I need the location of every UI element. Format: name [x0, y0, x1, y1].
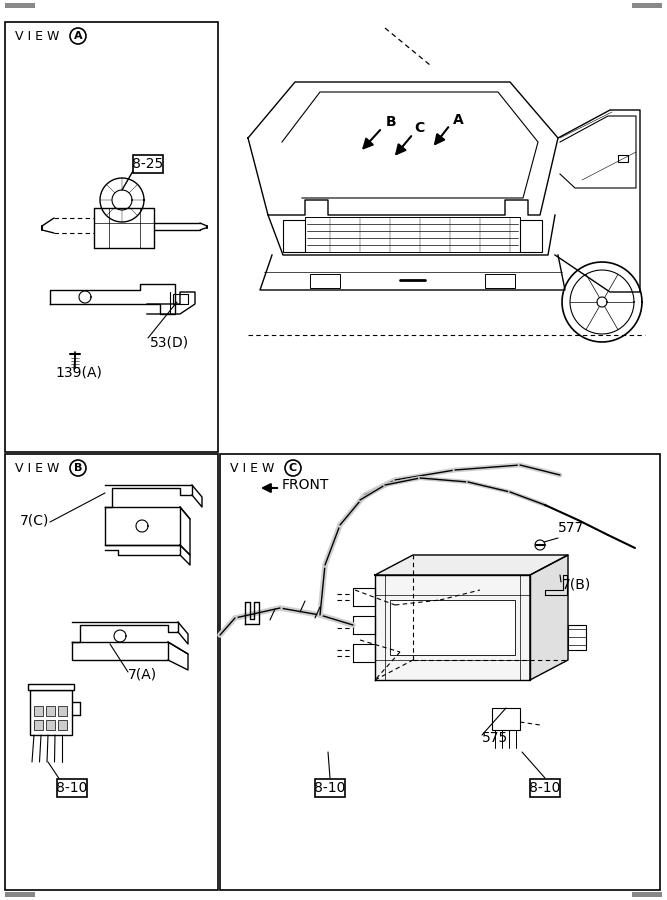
Text: B: B — [74, 463, 82, 473]
Bar — [5, 892, 35, 897]
Text: 8-25: 8-25 — [132, 157, 163, 171]
Text: B: B — [386, 115, 397, 129]
Bar — [5, 3, 35, 8]
Text: V I E W: V I E W — [15, 30, 59, 42]
Bar — [315, 779, 346, 797]
Bar — [283, 220, 305, 252]
Bar — [30, 690, 72, 735]
Polygon shape — [375, 575, 530, 680]
Text: V I E W: V I E W — [15, 462, 59, 474]
Bar — [520, 220, 542, 252]
Bar — [220, 454, 660, 890]
Text: C: C — [414, 121, 424, 135]
Bar — [133, 155, 163, 173]
Bar — [568, 625, 586, 650]
Text: FRONT: FRONT — [282, 478, 329, 492]
Bar — [28, 684, 74, 690]
Bar — [58, 706, 67, 716]
Bar — [46, 706, 55, 716]
Bar — [305, 217, 520, 252]
Text: 575: 575 — [482, 731, 508, 745]
Bar — [34, 706, 43, 716]
Bar — [58, 720, 67, 730]
Text: C: C — [289, 463, 297, 473]
Polygon shape — [375, 555, 568, 575]
Bar — [46, 720, 55, 730]
Text: 139(A): 139(A) — [55, 366, 102, 380]
Bar — [34, 720, 43, 730]
Text: 8-10: 8-10 — [314, 781, 346, 795]
Text: 7(A): 7(A) — [128, 667, 157, 681]
Text: 577: 577 — [558, 521, 584, 535]
Bar — [492, 708, 520, 730]
Text: 53(D): 53(D) — [150, 335, 189, 349]
Text: V I E W: V I E W — [230, 462, 274, 474]
Bar — [485, 274, 515, 288]
Text: 7(B): 7(B) — [562, 577, 591, 591]
Bar — [5, 22, 218, 452]
Bar — [310, 274, 340, 288]
Polygon shape — [530, 555, 568, 680]
Bar — [5, 454, 218, 890]
Bar — [530, 779, 560, 797]
Bar — [57, 779, 87, 797]
Text: A: A — [453, 113, 464, 127]
Bar — [632, 3, 662, 8]
Bar — [173, 294, 188, 304]
Text: A: A — [73, 31, 82, 41]
Bar — [632, 892, 662, 897]
Bar — [618, 155, 628, 162]
Text: 8-10: 8-10 — [56, 781, 87, 795]
Text: 8-10: 8-10 — [530, 781, 561, 795]
Text: 7(C): 7(C) — [20, 514, 49, 528]
Bar — [390, 600, 515, 655]
